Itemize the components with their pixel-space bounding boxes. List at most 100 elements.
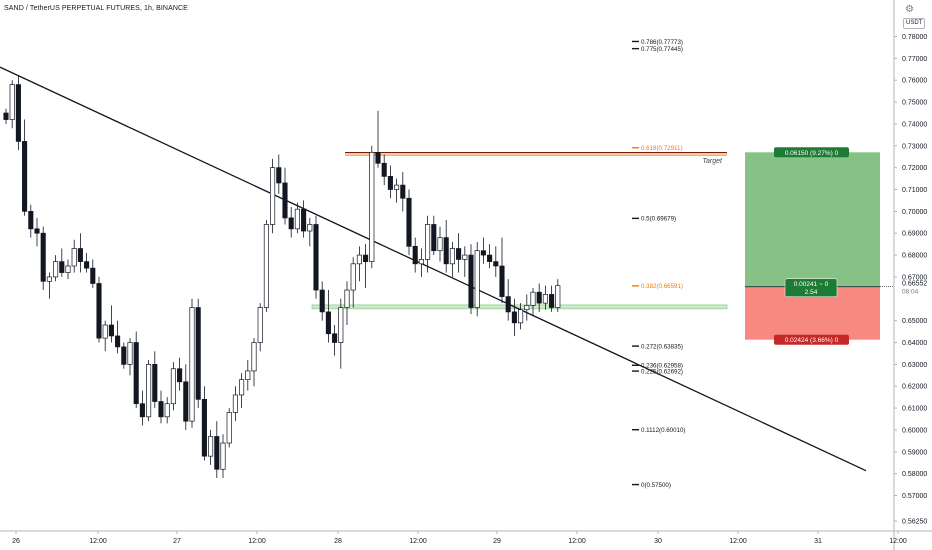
candle: [375, 110, 381, 168]
candle: [170, 362, 176, 411]
bar-countdown: 08:04: [902, 289, 919, 296]
candle-body: [34, 228, 40, 234]
candle-body: [22, 141, 28, 212]
gear-icon[interactable]: ⚙: [905, 4, 914, 15]
profit-label-bg: [774, 147, 849, 158]
candle: [90, 259, 96, 288]
candle: [394, 178, 400, 203]
candle-body: [394, 184, 400, 190]
currency-badge[interactable]: USDT: [903, 18, 926, 29]
candle: [102, 320, 108, 352]
candle: [9, 80, 15, 129]
candle: [232, 386, 238, 422]
fib-level-label: 0.786(0.77773): [641, 39, 683, 46]
candle: [71, 239, 77, 273]
candle: [34, 217, 40, 247]
candle-body: [443, 237, 449, 265]
y-tick-label: 0.62000: [902, 384, 927, 391]
candle: [108, 305, 114, 343]
y-tick-label: 0.60000: [902, 427, 927, 434]
loss-label: 0.02424 (3.66%) 0: [785, 337, 839, 344]
candle-body: [425, 224, 431, 260]
y-tick-label: 0.57000: [902, 493, 927, 500]
profit-zone[interactable]: [745, 152, 880, 287]
target-label: Target: [702, 158, 723, 165]
candle: [301, 200, 307, 238]
candle-body: [189, 307, 195, 422]
candle-body: [115, 335, 121, 348]
candle: [127, 338, 133, 376]
candle-body: [170, 368, 176, 405]
candle: [214, 421, 220, 479]
candle-body: [195, 307, 201, 400]
candle-body: [406, 197, 412, 247]
candle: [418, 248, 424, 277]
candle-body: [282, 182, 288, 219]
candle: [338, 298, 344, 369]
candle-body: [431, 224, 437, 252]
x-tick-label: 30: [654, 538, 662, 545]
y-tick-label: 0.69000: [902, 231, 927, 238]
candle-body: [480, 250, 486, 256]
candle: [499, 237, 505, 304]
x-tick-label: 31: [814, 538, 822, 545]
candle-body: [487, 254, 493, 262]
candle: [307, 217, 313, 247]
candle: [530, 287, 536, 317]
candle-body: [164, 403, 170, 418]
candle: [276, 154, 282, 194]
fib-level-label: 0.5(0.69679): [641, 216, 676, 223]
candle: [139, 390, 145, 426]
candle: [65, 259, 71, 280]
candles-layer: [3, 75, 561, 479]
candle-body: [270, 167, 276, 225]
price-axis[interactable]: 0.78000 0.77000 0.76000 0.75000 0.74000 0.730…: [880, 0, 927, 550]
candle: [542, 285, 548, 310]
profit-label: 0.06150 (9.27%) 0: [785, 150, 839, 157]
fibonacci-levels[interactable]: 0.786(0.77773)0.775(0.77445) 0.618(0.7291…: [345, 39, 727, 489]
x-tick-label: 12:00: [568, 538, 586, 545]
candle: [549, 285, 555, 312]
candle-body: [245, 370, 251, 381]
fib-level-label: 0.225(0.62692): [641, 368, 683, 375]
y-tick-label: 0.58000: [902, 471, 927, 478]
candle-body: [511, 311, 517, 324]
candle-body: [524, 304, 530, 311]
x-tick-label: 12:00: [248, 538, 266, 545]
candle: [425, 215, 431, 273]
candle: [356, 246, 362, 282]
candle-body: [499, 265, 505, 297]
candle: [288, 206, 294, 238]
candle: [183, 364, 189, 430]
candle-body: [139, 403, 145, 418]
fib-level-label: 0(0.57500): [641, 482, 671, 489]
candle: [164, 397, 170, 424]
candle-body: [294, 208, 300, 230]
support-zone: [311, 304, 728, 310]
x-tick-label: 28: [334, 538, 342, 545]
candle-body: [493, 261, 499, 267]
candle-body: [319, 289, 325, 313]
candle-body: [59, 261, 65, 273]
candle: [270, 158, 276, 234]
candle: [146, 359, 152, 422]
candle: [474, 241, 480, 317]
y-tick-label: 0.75000: [902, 100, 927, 107]
long-position-tool[interactable]: 0.06150 (9.27%) 0 0.02424 (3.66%) 0 0.0024…: [745, 147, 880, 345]
fib-level-label: 0.775(0.77445): [641, 46, 683, 53]
candle-body: [28, 211, 34, 230]
y-tick-label: 0.78000: [902, 34, 927, 41]
candle-body: [381, 162, 387, 177]
trendline-layer[interactable]: [0, 66, 867, 472]
candle-body: [332, 333, 338, 343]
entry-label: 0.00241 ~ 0: [794, 281, 829, 288]
time-axis[interactable]: 26 12:00 27 12:00 28 12:00 29 12:00 30 12:00 31 12:…: [0, 530, 932, 545]
candle: [220, 434, 226, 479]
y-tick-label: 0.61000: [902, 406, 927, 413]
candle-body: [257, 307, 263, 343]
candle: [511, 298, 517, 336]
descending-trendline[interactable]: [0, 66, 867, 472]
candle: [53, 255, 59, 282]
y-tick-label: 0.65000: [902, 318, 927, 325]
